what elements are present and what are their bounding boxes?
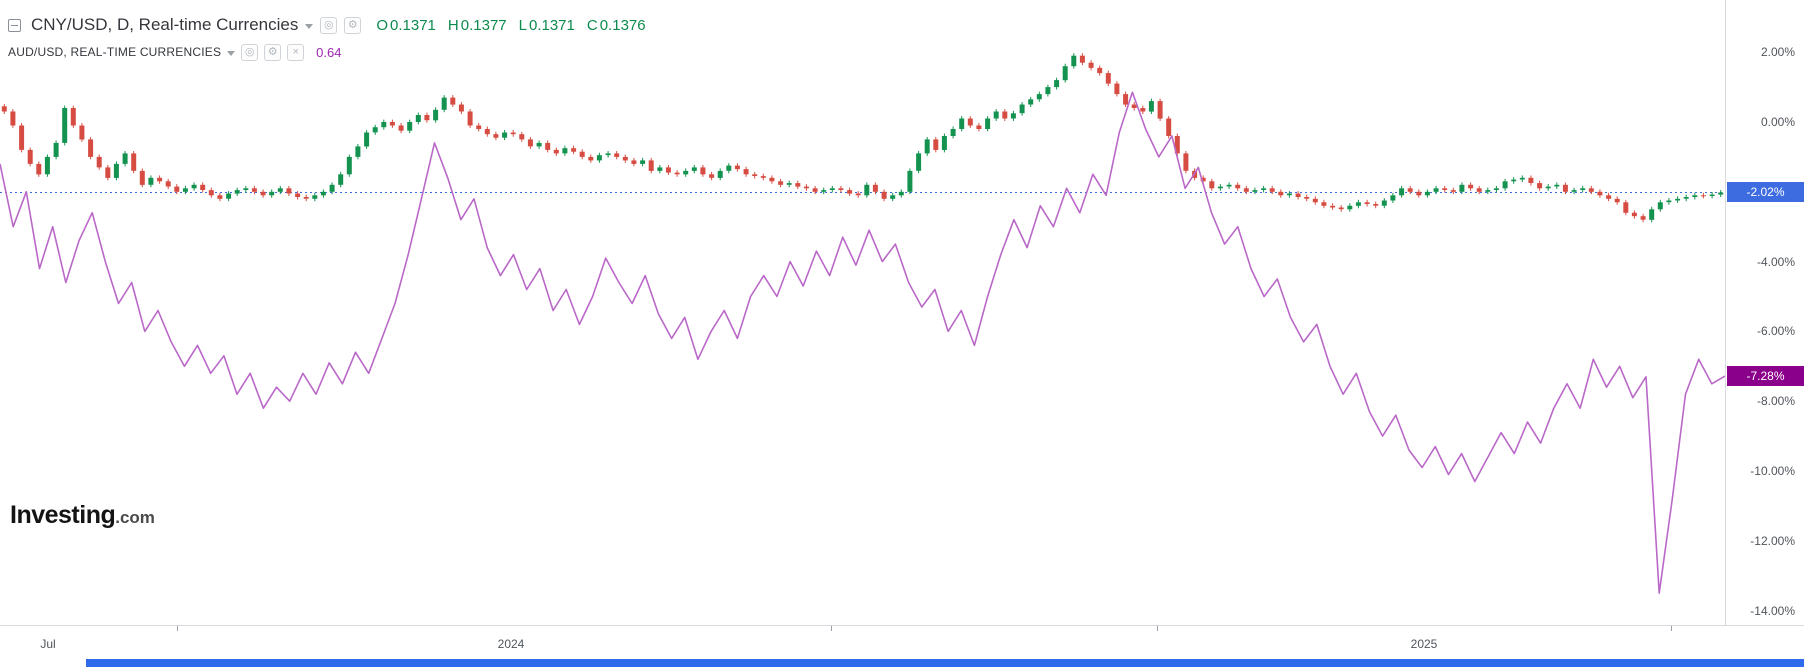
price-axis[interactable]: 2.00%0.00%-2.00%-4.00%-6.00%-8.00%-10.00… — [1725, 0, 1804, 625]
high-label: H — [447, 16, 459, 34]
low-label: L — [518, 16, 527, 34]
main-symbol-row: CNY/USD, D, Real-time Currencies ◎ ⚙ O 0.… — [8, 12, 646, 38]
time-axis-tick — [831, 626, 832, 631]
time-axis-label: Jul — [40, 637, 56, 651]
time-axis-tick — [177, 626, 178, 631]
time-axis[interactable]: Jul 2024 2025 — [0, 625, 1804, 659]
logo-text-suffix: .com — [115, 508, 155, 527]
close-value: C 0.1376 — [587, 17, 646, 34]
price-axis-label: -4.00% — [1756, 254, 1795, 269]
close-icon[interactable]: × — [287, 43, 305, 61]
open-number: 0.1371 — [390, 16, 436, 34]
cny-last-price-badge: -2.02% — [1727, 182, 1804, 203]
chevron-down-icon[interactable] — [227, 50, 236, 56]
high-number: 0.1377 — [460, 16, 507, 34]
price-axis-label: -14.00% — [1750, 603, 1795, 618]
price-axis-label: 0.00% — [1760, 115, 1795, 129]
high-value: H 0.1377 — [448, 17, 507, 34]
aud-last-price-badge: -7.28% — [1727, 366, 1804, 387]
main-symbol-title[interactable]: CNY/USD, D, Real-time Currencies — [31, 15, 299, 34]
ohlc-values: O 0.1371 H 0.1377 L 0.1371 C 0.1376 — [376, 17, 645, 34]
price-axis-label: -12.00% — [1750, 533, 1795, 548]
close-label: C — [586, 16, 598, 34]
open-value: O 0.1371 — [376, 17, 436, 34]
logo-text-main: Investing — [10, 501, 116, 529]
price-axis-label: 2.00% — [1760, 45, 1795, 60]
price-axis-label: -8.00% — [1756, 394, 1795, 409]
low-value: L 0.1371 — [519, 17, 575, 34]
price-axis-label: -10.00% — [1750, 464, 1795, 478]
bottom-scroll-bar — [86, 659, 1804, 667]
price-axis-label: -6.00% — [1756, 324, 1795, 339]
investing-logo[interactable]: Investing.com — [10, 501, 155, 530]
legend-collapse-icon[interactable] — [8, 18, 21, 32]
eye-icon[interactable]: ◎ — [241, 43, 259, 61]
time-axis-label: 2024 — [497, 637, 525, 651]
time-axis-label: 2025 — [1410, 637, 1438, 651]
cny-candlestick-series — [1, 53, 1724, 223]
eye-icon[interactable]: ◎ — [320, 16, 338, 34]
overlay-symbol-title[interactable]: AUD/USD, REAL-TIME CURRENCIES — [8, 45, 222, 59]
overlay-symbol-row: AUD/USD, REAL-TIME CURRENCIES ◎ ⚙ × 0.64 — [8, 41, 646, 63]
price-chart-canvas[interactable] — [0, 0, 1725, 625]
chart-legend: CNY/USD, D, Real-time Currencies ◎ ⚙ O 0.… — [8, 12, 646, 63]
aud-line-series — [0, 91, 1725, 594]
chevron-down-icon[interactable] — [305, 23, 314, 29]
time-axis-tick — [1157, 626, 1158, 631]
settings-gear-icon[interactable]: ⚙ — [344, 16, 362, 34]
open-label: O — [376, 16, 389, 34]
settings-gear-icon[interactable]: ⚙ — [264, 43, 282, 61]
overlay-change-value: 0.64 — [316, 44, 342, 60]
low-number: 0.1371 — [528, 16, 575, 34]
close-number: 0.1376 — [599, 16, 646, 34]
time-axis-tick — [1671, 626, 1672, 631]
